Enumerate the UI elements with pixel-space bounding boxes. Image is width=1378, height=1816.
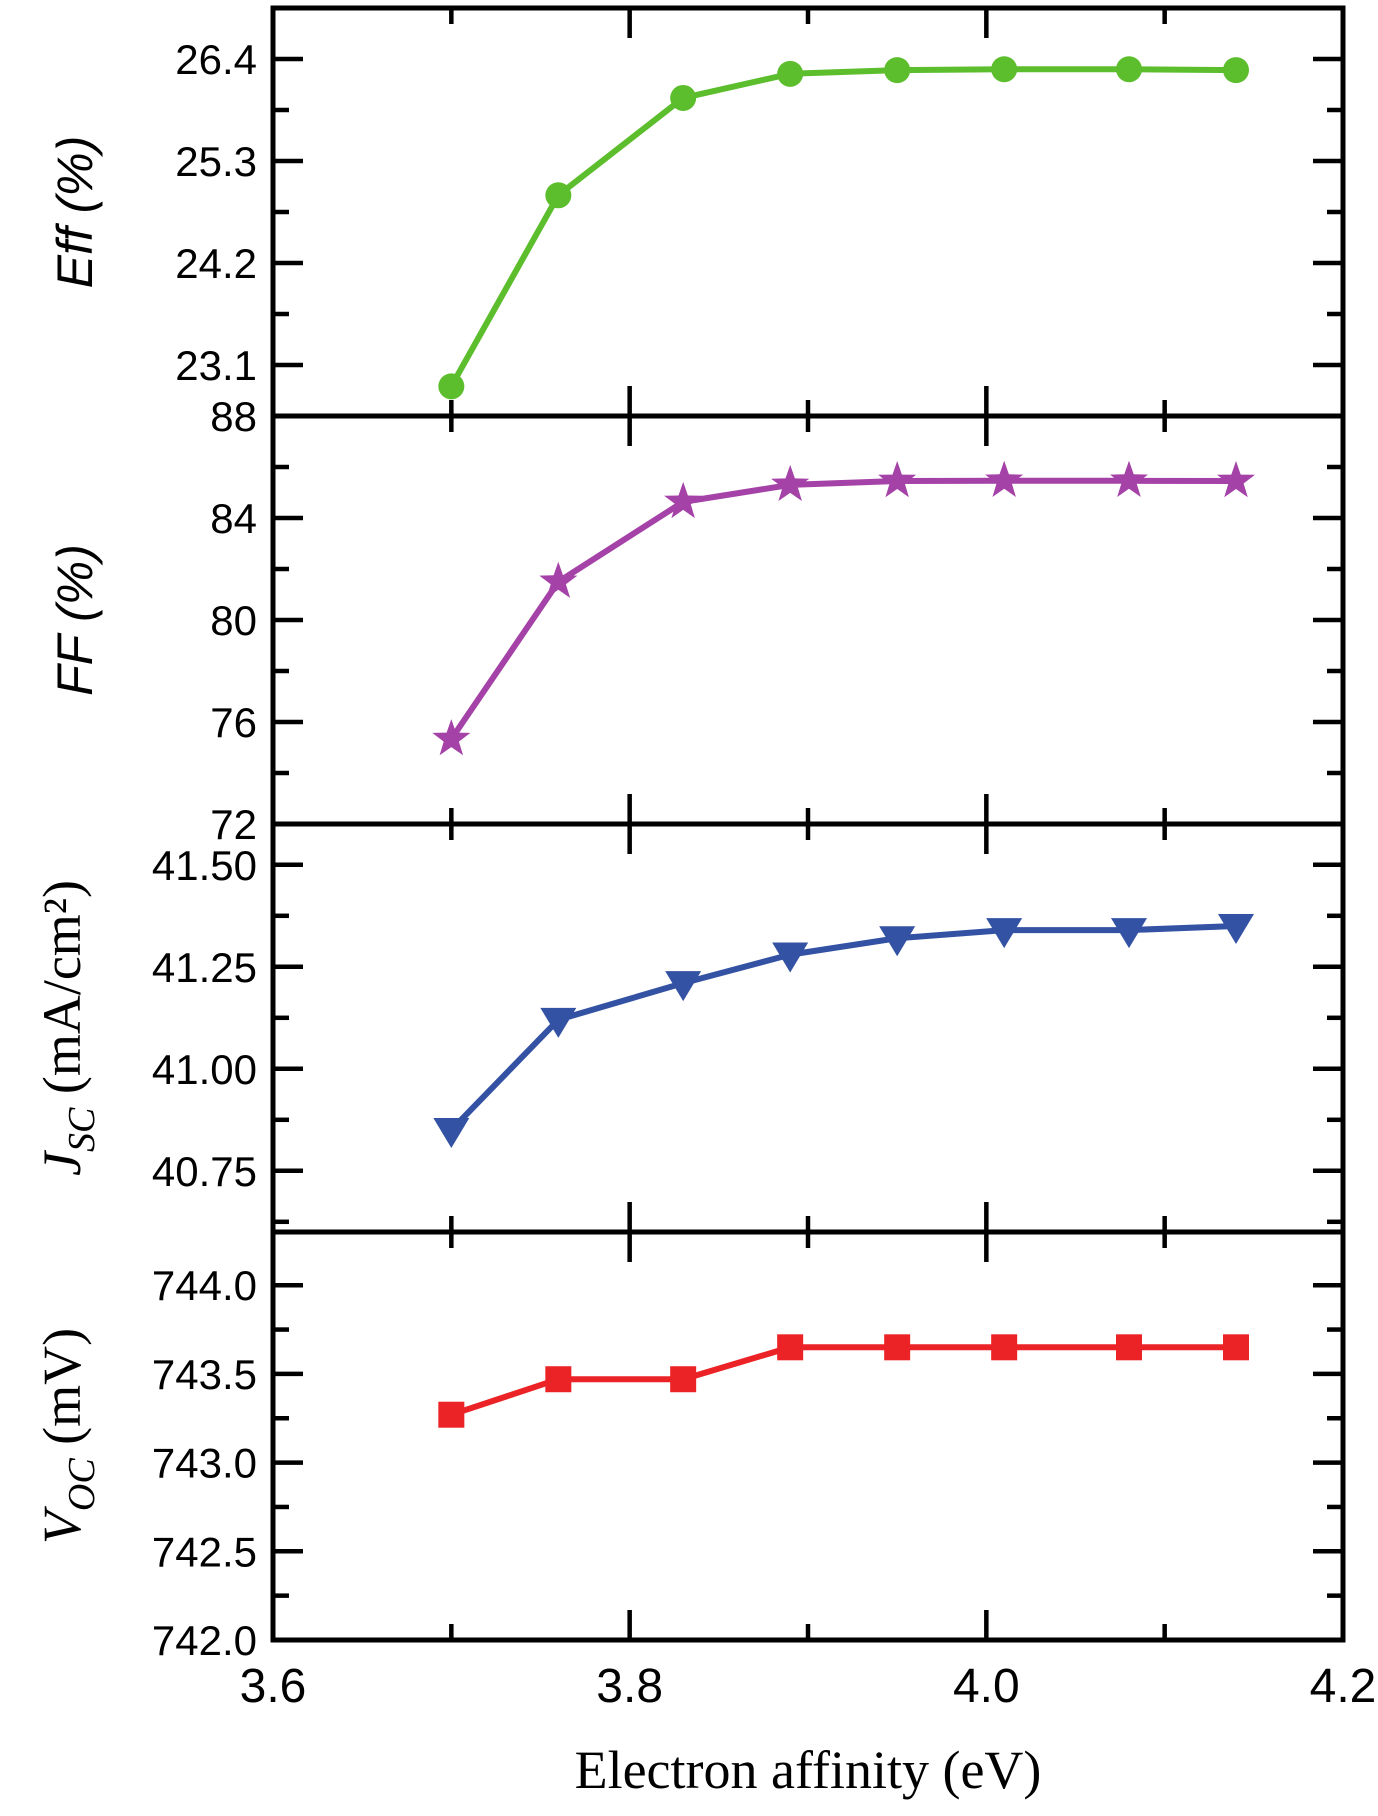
ff-line xyxy=(448,477,1239,743)
eff-marker xyxy=(670,84,697,111)
jsc-marker xyxy=(879,926,916,957)
y-tick-label-voc: 742.0 xyxy=(152,1617,257,1664)
y-tick-label-eff: 24.2 xyxy=(175,240,257,287)
panel-border-voc xyxy=(270,1229,1346,1643)
ff-marker xyxy=(1217,461,1255,498)
y-tick-label-ff: 72 xyxy=(210,801,257,848)
y-tick-label-jsc: 41.50 xyxy=(152,842,257,889)
y-tick-label-eff: 23.1 xyxy=(175,342,257,389)
voc-marker xyxy=(991,1334,1018,1361)
y-axis-title-voc: VOC (mV) xyxy=(32,1328,103,1544)
y-axis-title-eff: Eff (%) xyxy=(47,136,103,289)
ff-marker xyxy=(771,464,810,501)
panel-border-jsc xyxy=(270,821,1346,1235)
y-axis-title-jsc: JSC (mA/cm²) xyxy=(32,880,103,1176)
jsc-marker xyxy=(433,1118,470,1148)
x-tick-label: 4.0 xyxy=(953,1660,1020,1713)
voc-marker xyxy=(545,1366,572,1393)
eff-marker xyxy=(777,60,804,87)
ff-marker xyxy=(1110,460,1148,497)
jsc-marker xyxy=(540,1007,577,1038)
eff-marker xyxy=(991,56,1018,83)
jsc-marker xyxy=(665,971,702,1002)
y-tick-label-voc: 743.0 xyxy=(152,1440,257,1487)
ff-marker xyxy=(539,561,578,598)
jsc-line xyxy=(448,923,1239,1133)
y-tick-label-jsc: 40.75 xyxy=(152,1148,257,1195)
ff-marker xyxy=(664,481,703,519)
y-tick-label-ff: 84 xyxy=(210,495,257,542)
eff-marker xyxy=(884,57,911,84)
voc-marker xyxy=(1116,1334,1142,1361)
x-tick-label: 3.8 xyxy=(596,1660,663,1713)
x-axis-title: Electron affinity (eV) xyxy=(575,1740,1042,1800)
eff-line xyxy=(448,66,1239,390)
voc-marker xyxy=(884,1334,911,1361)
x-tick-label: 4.2 xyxy=(1310,1660,1377,1713)
panel-jsc: 40.75 41.00 41.25 41.50 JSC (mA/cm²) xyxy=(32,821,1346,1235)
y-tick-label-eff: 26.4 xyxy=(175,36,257,83)
voc-line xyxy=(448,1344,1239,1418)
voc-marker xyxy=(670,1366,697,1393)
voc-marker xyxy=(1223,1334,1249,1361)
jsc-marker xyxy=(772,942,809,973)
panel-eff: 23.1 24.2 25.3 26.4 Eff (%) xyxy=(47,5,1346,419)
x-tick-label: 3.6 xyxy=(240,1660,307,1713)
ff-marker xyxy=(985,460,1024,497)
ff-marker xyxy=(432,719,471,756)
y-tick-label-jsc: 41.00 xyxy=(152,1046,257,1093)
y-tick-label-ff: 76 xyxy=(210,699,257,746)
jsc-marker xyxy=(1218,914,1254,944)
voc-marker xyxy=(438,1401,465,1428)
panel-ff: 72 76 80 84 88 FF (%) xyxy=(47,393,1346,848)
y-tick-label-ff: 88 xyxy=(210,393,257,440)
voc-marker xyxy=(777,1334,804,1361)
jsc-marker xyxy=(986,918,1023,949)
y-tick-label-voc: 744.0 xyxy=(152,1262,257,1309)
panel-voc: 742.0 742.5 743.0 743.5 744.0 VOC (mV) xyxy=(32,1229,1346,1664)
y-tick-label-eff: 25.3 xyxy=(175,138,257,185)
y-tick-label-voc: 743.5 xyxy=(152,1351,257,1398)
eff-marker xyxy=(545,182,572,209)
y-tick-label-ff: 80 xyxy=(210,597,257,644)
y-axis-title-ff: FF (%) xyxy=(47,544,103,696)
y-tick-label-voc: 742.5 xyxy=(152,1528,257,1575)
eff-marker xyxy=(1223,57,1249,84)
ff-marker xyxy=(878,461,917,498)
eff-marker xyxy=(438,373,465,400)
eff-marker xyxy=(1116,56,1142,83)
jsc-marker xyxy=(1111,918,1147,949)
y-tick-label-jsc: 41.25 xyxy=(152,944,257,991)
panel-border-ff xyxy=(270,413,1346,827)
